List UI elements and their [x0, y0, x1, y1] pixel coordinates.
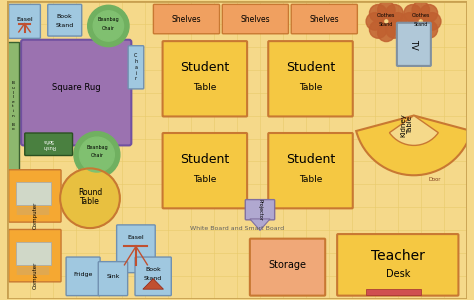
- Polygon shape: [143, 279, 164, 289]
- Text: Fridge: Fridge: [73, 272, 93, 277]
- Circle shape: [404, 21, 421, 38]
- FancyBboxPatch shape: [128, 46, 144, 89]
- Text: TV: TV: [410, 39, 419, 50]
- Bar: [7, 42, 19, 171]
- Text: Round: Round: [78, 188, 102, 197]
- FancyBboxPatch shape: [250, 239, 325, 296]
- Text: Desk: Desk: [386, 269, 410, 279]
- Text: B
u
l
l
e
t
i
n

B
o: B u l l e t i n B o: [11, 81, 15, 131]
- FancyBboxPatch shape: [25, 133, 73, 155]
- FancyBboxPatch shape: [337, 234, 458, 296]
- Text: Clothes: Clothes: [411, 13, 430, 18]
- Text: Book: Book: [57, 14, 73, 19]
- Circle shape: [389, 13, 407, 30]
- Bar: [365, 289, 421, 295]
- FancyBboxPatch shape: [98, 262, 128, 296]
- Circle shape: [412, 24, 429, 42]
- Circle shape: [74, 132, 120, 178]
- Text: C
h
a
i
r: C h a i r: [134, 53, 137, 81]
- Bar: [17, 182, 51, 205]
- Text: Stand: Stand: [144, 276, 162, 281]
- Text: Easel: Easel: [16, 16, 33, 22]
- FancyBboxPatch shape: [117, 225, 155, 273]
- Text: Table: Table: [193, 176, 217, 184]
- Text: Table: Table: [299, 176, 322, 184]
- FancyBboxPatch shape: [245, 200, 274, 220]
- Text: Book: Book: [146, 267, 161, 272]
- FancyBboxPatch shape: [135, 257, 171, 296]
- Text: Kidney
Table: Kidney Table: [401, 113, 413, 136]
- Text: Student: Student: [180, 61, 229, 74]
- FancyBboxPatch shape: [66, 257, 100, 296]
- Circle shape: [386, 21, 403, 38]
- FancyBboxPatch shape: [222, 4, 289, 34]
- Text: Computer: Computer: [32, 261, 37, 289]
- Text: Shelves: Shelves: [241, 15, 270, 24]
- FancyBboxPatch shape: [163, 133, 247, 208]
- Text: Table: Table: [193, 83, 217, 92]
- Circle shape: [412, 1, 429, 19]
- Circle shape: [93, 11, 124, 41]
- Text: Clothes: Clothes: [377, 13, 395, 18]
- Circle shape: [369, 4, 387, 22]
- Wedge shape: [356, 116, 472, 175]
- Bar: [17, 242, 51, 265]
- Text: Table: Table: [80, 197, 100, 206]
- Circle shape: [386, 4, 403, 22]
- Circle shape: [60, 168, 120, 228]
- Text: Chair: Chair: [91, 154, 103, 158]
- Text: Shelves: Shelves: [172, 15, 201, 24]
- Wedge shape: [390, 116, 438, 146]
- Text: Stand: Stand: [55, 23, 74, 28]
- Text: Stand: Stand: [379, 22, 393, 27]
- Text: Student: Student: [180, 153, 229, 166]
- FancyBboxPatch shape: [268, 41, 353, 116]
- Text: Easel: Easel: [128, 235, 144, 240]
- FancyBboxPatch shape: [9, 230, 61, 282]
- FancyBboxPatch shape: [268, 133, 353, 208]
- Text: Projector: Projector: [257, 199, 263, 221]
- Text: Plush
Sofa: Plush Sofa: [42, 138, 55, 148]
- FancyBboxPatch shape: [21, 40, 131, 146]
- Text: Sink: Sink: [106, 274, 119, 279]
- Circle shape: [420, 4, 438, 22]
- Circle shape: [378, 24, 395, 42]
- Text: Square Rug: Square Rug: [52, 83, 100, 92]
- Text: Door: Door: [428, 177, 441, 182]
- Text: Storage: Storage: [269, 260, 307, 270]
- Text: Shelves: Shelves: [310, 15, 339, 24]
- Circle shape: [369, 21, 387, 38]
- Text: Student: Student: [286, 61, 335, 74]
- Text: Table: Table: [299, 83, 322, 92]
- FancyBboxPatch shape: [291, 4, 357, 34]
- FancyBboxPatch shape: [397, 23, 431, 66]
- Text: Computer: Computer: [32, 202, 37, 229]
- Text: Chair: Chair: [102, 26, 115, 31]
- Text: Student: Student: [286, 153, 335, 166]
- Circle shape: [366, 13, 383, 30]
- Text: Beanbag: Beanbag: [98, 17, 119, 22]
- Circle shape: [404, 4, 421, 22]
- FancyBboxPatch shape: [9, 170, 61, 222]
- Text: Beanbag: Beanbag: [86, 145, 108, 150]
- Polygon shape: [250, 219, 270, 230]
- Circle shape: [88, 5, 129, 46]
- Circle shape: [420, 21, 438, 38]
- Circle shape: [378, 1, 395, 19]
- FancyBboxPatch shape: [48, 4, 82, 36]
- FancyBboxPatch shape: [163, 41, 247, 116]
- Circle shape: [80, 137, 114, 172]
- Circle shape: [423, 13, 441, 30]
- Text: Stand: Stand: [414, 22, 428, 27]
- FancyBboxPatch shape: [9, 4, 40, 38]
- Text: White Board and Smart Board: White Board and Smart Board: [190, 226, 284, 231]
- FancyBboxPatch shape: [154, 4, 219, 34]
- Circle shape: [401, 13, 418, 30]
- Text: Teacher: Teacher: [371, 249, 425, 263]
